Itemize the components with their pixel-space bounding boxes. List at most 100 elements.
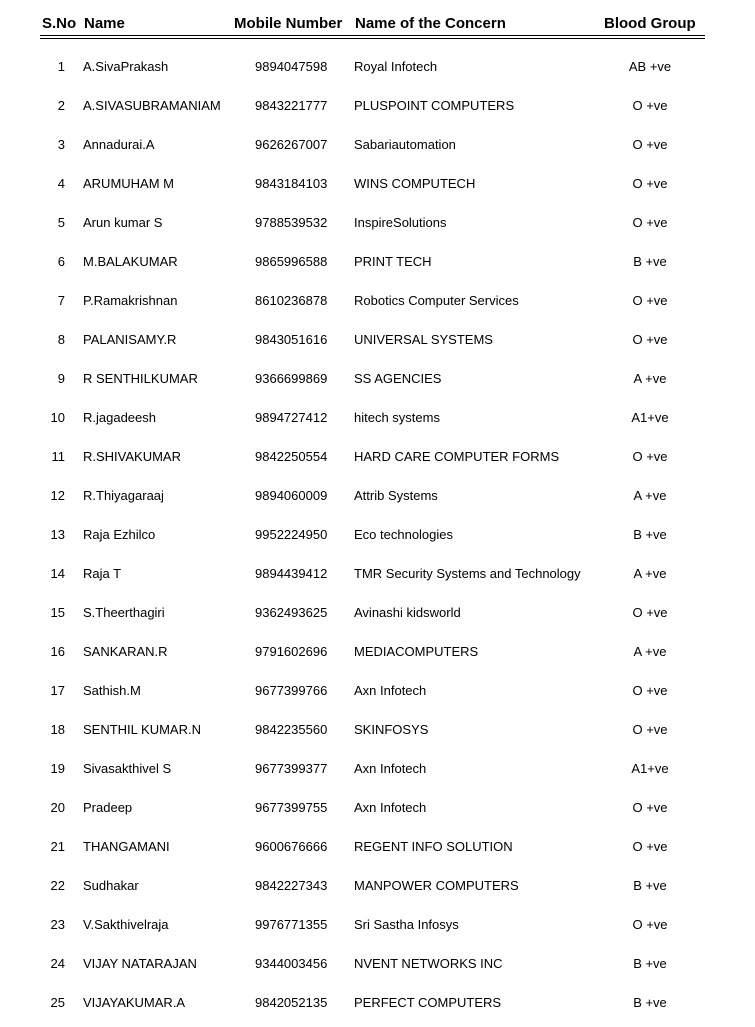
row-blood-group: O +ve — [632, 722, 668, 737]
row-name: Arun kumar S — [83, 215, 163, 230]
row-sno: 23 — [50, 917, 65, 932]
table-row: 12 R.Thiyagaraaj 9894060009 Attrib Systems A… — [0, 488, 755, 508]
row-mobile: 9843184103 — [255, 176, 328, 191]
row-name: Raja T — [83, 566, 122, 581]
row-concern: PLUSPOINT COMPUTERS — [354, 98, 515, 113]
row-blood-group: A1+ve — [631, 761, 669, 776]
row-sno: 5 — [57, 215, 65, 230]
row-sno: 11 — [51, 449, 66, 464]
row-name: Sudhakar — [83, 878, 139, 893]
row-blood-group: B +ve — [633, 956, 667, 971]
row-concern: PERFECT COMPUTERS — [354, 995, 502, 1010]
row-name: A.SIVASUBRAMANIAM — [83, 98, 221, 113]
table-row: 14 Raja T 9894439412 TMR Security Systems a… — [0, 566, 755, 586]
row-sno: 8 — [57, 332, 65, 347]
row-concern: Axn Infotech — [354, 800, 427, 815]
row-concern: Attrib Systems — [354, 488, 438, 503]
row-concern: UNIVERSAL SYSTEMS — [354, 332, 493, 347]
header-sno: S.No — [42, 15, 77, 32]
header-divider — [40, 38, 705, 39]
table-row: 22 Sudhakar 9842227343 MANPOWER COMPUTERS B … — [0, 878, 755, 898]
table-row: 20 Pradeep 9677399755 Axn Infotech O +ve — [0, 800, 755, 820]
row-blood-group: O +ve — [632, 176, 668, 191]
row-mobile: 9865996588 — [255, 254, 328, 269]
row-sno: 25 — [50, 995, 65, 1010]
row-name: Annadurai.A — [83, 137, 155, 152]
row-name: SENTHIL KUMAR.N — [83, 722, 201, 737]
table-row: 2 A.SIVASUBRAMANIAM 9843221777 PLUSPOINT CO… — [0, 98, 755, 118]
row-mobile: 9842227343 — [255, 878, 328, 893]
table-row: 16 SANKARAN.R 9791602696 MEDIACOMPUTERS A +v… — [0, 644, 755, 664]
row-sno: 19 — [50, 761, 65, 776]
row-concern: Avinashi kidsworld — [354, 605, 461, 620]
row-concern: PRINT TECH — [354, 254, 432, 269]
row-mobile: 9843221777 — [255, 98, 328, 113]
row-sno: 6 — [57, 254, 65, 269]
row-name: VIJAYAKUMAR.A — [83, 995, 186, 1010]
row-mobile: 9976771355 — [255, 917, 328, 932]
row-concern: Eco technologies — [354, 527, 454, 542]
row-concern: Sabariautomation — [354, 137, 456, 152]
row-mobile: 9366699869 — [255, 371, 328, 386]
table-row: 24 VIJAY NATARAJAN 9344003456 NVENT NETWORK… — [0, 956, 755, 976]
row-sno: 22 — [50, 878, 65, 893]
row-concern: Sri Sastha Infosys — [354, 917, 459, 932]
row-blood-group: B +ve — [633, 995, 667, 1010]
row-blood-group: O +ve — [632, 98, 668, 113]
row-mobile: 9600676666 — [255, 839, 328, 854]
row-concern: REGENT INFO SOLUTION — [354, 839, 513, 854]
row-concern: SS AGENCIES — [354, 371, 442, 386]
row-blood-group: O +ve — [632, 839, 668, 854]
table-row: 19 Sivasakthivel S 9677399377 Axn Infotech A… — [0, 761, 755, 781]
row-name: P.Ramakrishnan — [83, 293, 178, 308]
row-blood-group: O +ve — [632, 215, 668, 230]
row-blood-group: O +ve — [632, 293, 668, 308]
row-name: SANKARAN.R — [83, 644, 168, 659]
table-row: 18 SENTHIL KUMAR.N 9842235560 SKINFOSYS O +v… — [0, 722, 755, 742]
table-row: 21 THANGAMANI 9600676666 REGENT INFO SOLUTI… — [0, 839, 755, 859]
row-mobile: 9362493625 — [255, 605, 328, 620]
row-concern: Royal Infotech — [354, 59, 438, 74]
row-name: PALANISAMY.R — [83, 332, 177, 347]
row-name: A.SivaPrakash — [83, 59, 169, 74]
row-sno: 9 — [57, 371, 65, 386]
table-row: 11 R.SHIVAKUMAR 9842250554 HARD CARE COMPUT… — [0, 449, 755, 469]
row-concern: SKINFOSYS — [354, 722, 429, 737]
row-concern: WINS COMPUTECH — [354, 176, 476, 191]
row-concern: Axn Infotech — [354, 761, 427, 776]
row-blood-group: A1+ve — [631, 410, 669, 425]
row-blood-group: O +ve — [632, 683, 668, 698]
header-name: Name — [84, 15, 125, 32]
row-name: R SENTHILKUMAR — [83, 371, 198, 386]
row-concern: InspireSolutions — [354, 215, 447, 230]
table-row: 25 VIJAYAKUMAR.A 9842052135 PERFECT COMPUTE… — [0, 995, 755, 1015]
table-row: 15 S.Theerthagiri 9362493625 Avinashi kidsw… — [0, 605, 755, 625]
row-sno: 13 — [50, 527, 65, 542]
table-row: 3 Annadurai.A 9626267007 Sabariautomation O … — [0, 137, 755, 157]
row-sno: 2 — [57, 98, 65, 113]
row-concern: Robotics Computer Services — [354, 293, 519, 308]
row-blood-group: O +ve — [632, 800, 668, 815]
row-blood-group: A +ve — [633, 488, 667, 503]
row-mobile: 9842052135 — [255, 995, 328, 1010]
header-concern: Name of the Concern — [355, 15, 506, 32]
row-concern: Axn Infotech — [354, 683, 427, 698]
row-blood-group: O +ve — [632, 332, 668, 347]
row-blood-group: A +ve — [633, 566, 667, 581]
row-blood-group: A +ve — [633, 644, 667, 659]
header-blood-group: Blood Group — [604, 15, 696, 32]
row-name: S.Theerthagiri — [83, 605, 165, 620]
row-mobile: 9894047598 — [255, 59, 328, 74]
row-name: VIJAY NATARAJAN — [83, 956, 197, 971]
row-mobile: 9677399766 — [255, 683, 328, 698]
row-mobile: 9843051616 — [255, 332, 328, 347]
row-name: ARUMUHAM M — [83, 176, 174, 191]
row-sno: 16 — [50, 644, 65, 659]
row-name: R.Thiyagaraaj — [83, 488, 164, 503]
row-sno: 3 — [57, 137, 65, 152]
row-mobile: 9677399377 — [255, 761, 328, 776]
row-mobile: 8610236878 — [255, 293, 328, 308]
row-name: M.BALAKUMAR — [83, 254, 178, 269]
table-row: 7 P.Ramakrishnan 8610236878 Robotics Comput… — [0, 293, 755, 313]
row-mobile: 9952224950 — [255, 527, 328, 542]
